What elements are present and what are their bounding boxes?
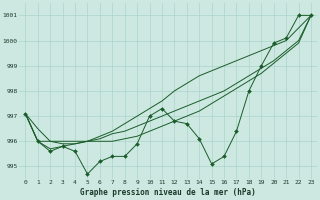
X-axis label: Graphe pression niveau de la mer (hPa): Graphe pression niveau de la mer (hPa) xyxy=(80,188,256,197)
